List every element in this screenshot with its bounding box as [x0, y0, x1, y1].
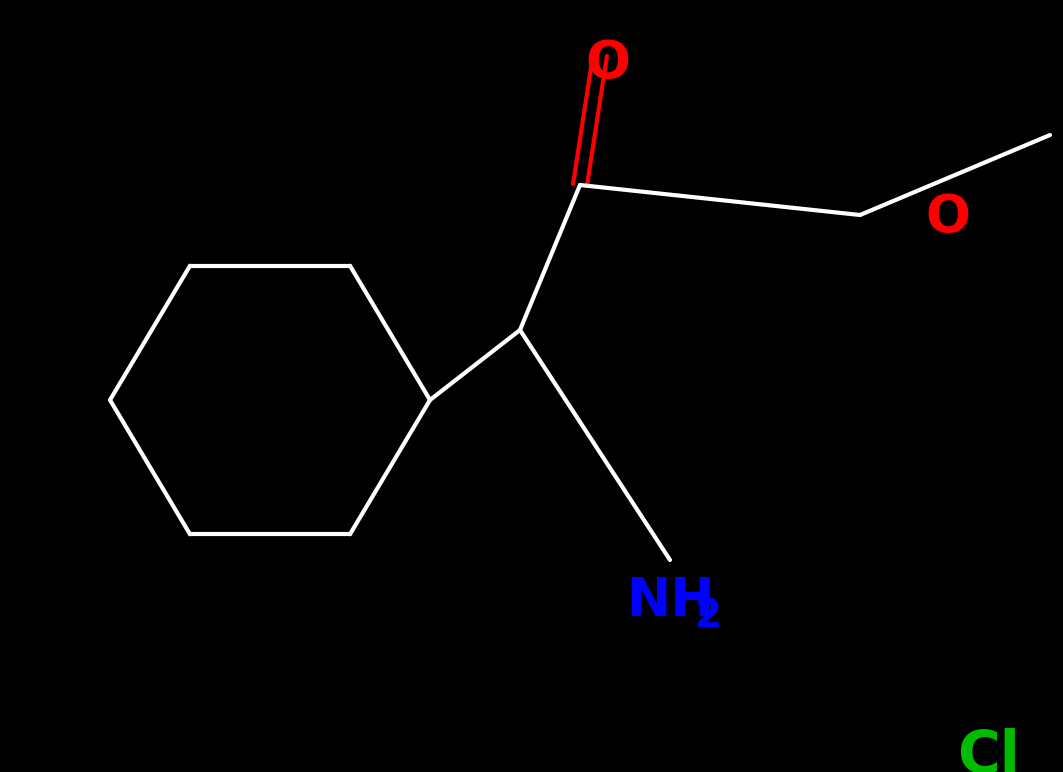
- Text: O: O: [925, 192, 969, 244]
- Text: Cl: Cl: [957, 728, 1019, 772]
- Text: O: O: [586, 38, 630, 90]
- Text: NH: NH: [626, 575, 714, 627]
- Text: 2: 2: [694, 597, 722, 635]
